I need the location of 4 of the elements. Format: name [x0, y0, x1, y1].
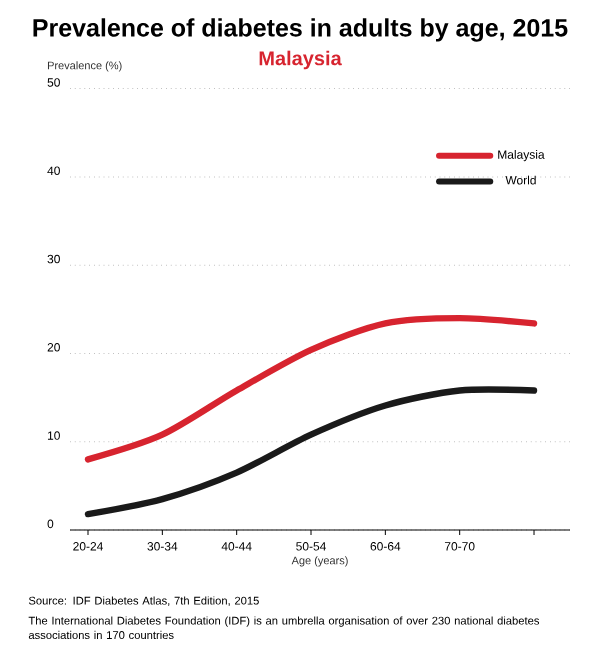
line-series — [84, 386, 538, 518]
chart-title: Prevalence of diabetes in adults by age, 2015 — [33, 18, 568, 42]
line-series — [84, 314, 538, 463]
chart-subtitle: Malaysia — [259, 50, 342, 70]
